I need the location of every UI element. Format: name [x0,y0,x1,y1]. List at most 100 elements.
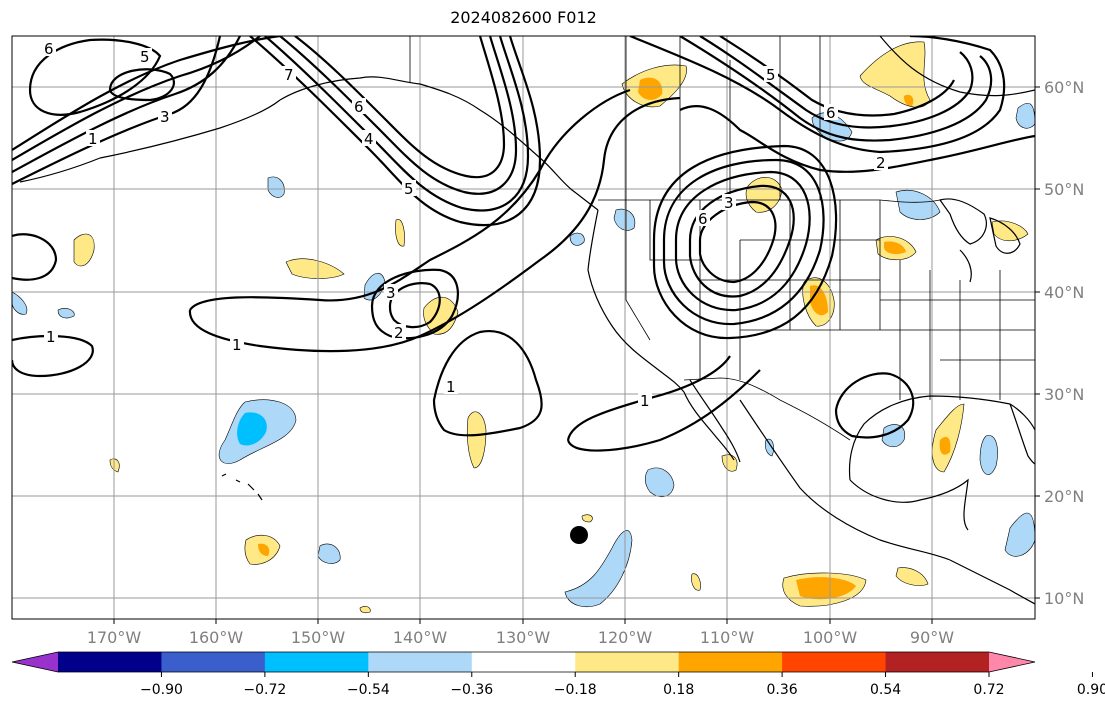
latitude-labels: 60°N 50°N 40°N 30°N 20°N 10°N [1044,78,1084,608]
shade-negative-region [12,291,28,315]
contour-label: 1 [446,378,456,396]
colorbar-tick-label: 0.36 [767,682,798,698]
shade-positive-core [796,577,856,600]
contour-label: 5 [404,180,414,198]
shade-positive-region [395,219,405,247]
lon-label: 100°W [803,628,858,647]
colorbar-segment [678,652,783,672]
colorbar-tick-label: 0.54 [870,682,901,698]
shade-negative-region [57,308,75,319]
shade-negative-region [895,190,941,220]
contour-label: 2 [394,324,404,342]
shade-positive-region [359,606,371,614]
shade-positive-region [991,220,1029,242]
contour-label: 3 [160,108,170,126]
colorbar-tick-label: −0.18 [554,682,597,698]
contour-label: 6 [826,104,836,122]
contour-label: 5 [140,48,150,66]
colorbar-tick-label: −0.36 [450,682,493,698]
contour-lines [12,36,1035,452]
lat-label: 40°N [1044,283,1084,302]
colorbar-tick-label: 0.72 [973,682,1004,698]
contour-label: 4 [364,130,374,148]
shade-negative-region [317,543,341,564]
shade-negative-region [764,438,774,457]
contour-label: 3 [724,194,734,212]
shade-negative-region [569,232,585,246]
shade-positive-core [258,543,270,556]
lat-label: 50°N [1044,180,1084,199]
shade-positive-core [884,241,906,255]
lon-label: 110°W [700,628,755,647]
colorbar-segment [161,652,266,672]
lon-label: 170°W [87,628,142,647]
colorbar [11,651,1036,673]
colorbar-tick-label: −0.54 [347,682,390,698]
colorbar-extend-min [12,652,58,672]
shade-positive-core [638,77,663,100]
contour-label: 5 [766,66,776,84]
storm-position-marker [570,526,588,544]
shade-positive-region [423,296,459,335]
chart-title: 2024082600 F012 [450,8,597,27]
shade-positive-region [285,258,345,279]
contour-label: 6 [354,98,364,116]
contour-label: 6 [698,210,708,228]
colorbar-segment [471,652,576,672]
contour-label: 2 [876,154,886,172]
shade-positive-region [859,41,931,108]
lat-label: 10°N [1044,589,1084,608]
lat-label: 60°N [1044,78,1084,97]
contour-label: 6 [44,40,54,58]
lon-label: 90°W [910,628,954,647]
contour-label: 1 [232,336,242,354]
shade-positive-core [939,436,951,455]
lat-label: 30°N [1044,385,1084,404]
shade-positive-core [904,94,914,106]
shade-positive-region [581,514,593,523]
colorbar-segment [885,652,990,672]
coastlines [19,36,1035,605]
shade-negative-region [1015,102,1035,129]
contour-label: 7 [284,66,294,84]
graticule [12,36,1035,619]
colorbar-extend-max [989,652,1035,672]
colorbar-tick-label: −0.72 [243,682,286,698]
shade-positive-region [466,411,487,469]
colorbar-segment [58,652,162,672]
colorbar-tick-label: −0.90 [140,682,183,698]
axis-ticks [113,86,1040,624]
colorbar-segment [368,652,473,672]
shade-positive-region [73,233,95,267]
contour-label: 1 [640,392,650,410]
colorbar-segment [264,652,369,672]
shade-negative-region [267,176,285,198]
contour-label: 1 [88,130,98,148]
shaded-anomalies [12,41,1035,614]
colorbar-tick-label: 0.90 [1077,682,1105,698]
shade-positive-region [109,458,120,473]
lon-label: 160°W [189,628,244,647]
shade-positive-core [810,285,828,316]
lon-label: 120°W [598,628,653,647]
lon-label: 130°W [496,628,551,647]
lon-label: 140°W [393,628,448,647]
shade-positive-region [895,567,929,586]
lon-label: 150°W [291,628,346,647]
lat-label: 20°N [1044,487,1084,506]
colorbar-segment [782,652,887,672]
colorbar-tick-labels: −0.90 −0.72 −0.54 −0.36 −0.18 0.18 0.36 0.54 0.7… [140,672,1105,698]
contour-label: 1 [46,328,56,346]
shade-negative-region [979,435,998,475]
shade-positive-region [691,573,701,591]
contour-label: 3 [386,284,396,302]
shade-negative-region [564,530,633,607]
shade-negative-region [881,424,906,448]
colorbar-outline [11,651,1036,673]
colorbar-segment [575,652,680,672]
colorbar-tick-label: 0.18 [663,682,694,698]
longitude-labels: 170°W 160°W 150°W 140°W 130°W 120°W 110°… [87,628,954,647]
shade-negative-core [237,412,267,446]
shade-negative-region [1004,512,1035,557]
